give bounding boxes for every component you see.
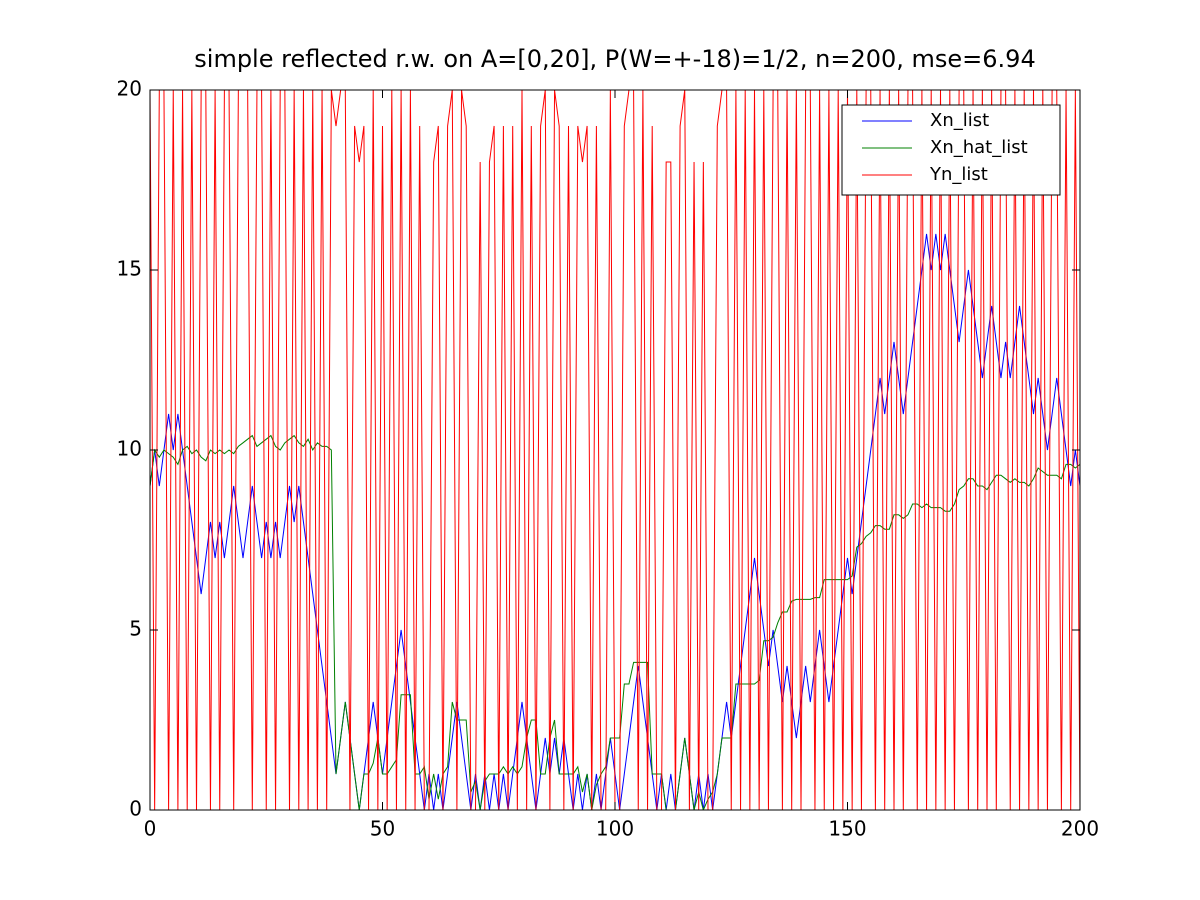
y-tick-label: 5 [129,617,142,641]
x-tick-label: 200 [1061,817,1099,841]
x-tick-label: 50 [370,817,395,841]
y-tick-label: 0 [129,797,142,821]
legend-box [841,104,1061,196]
data-line [150,90,1080,810]
x-tick-label: 0 [144,817,157,841]
y-tick-label: 10 [117,437,142,461]
legend-label: Xn_list [930,110,989,131]
legend-label: Xn_hat_list [930,137,1028,158]
y-tick-label: 20 [117,77,142,101]
x-tick-label: 100 [596,817,634,841]
y-tick-label: 15 [117,257,142,281]
legend-label: Yn_list [929,164,988,185]
chart-title: simple reflected r.w. on A=[0,20], P(W=+… [194,45,1035,73]
x-tick-label: 150 [828,817,866,841]
